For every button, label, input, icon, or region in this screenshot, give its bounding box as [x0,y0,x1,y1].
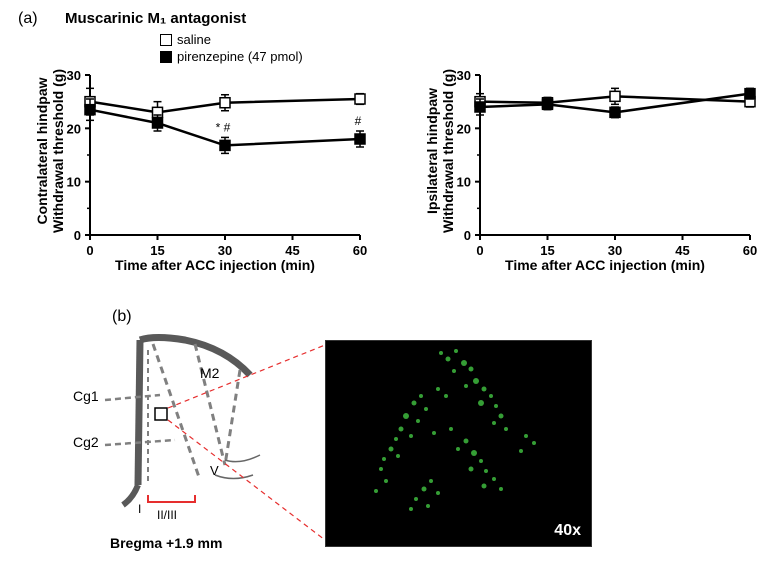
panel-a-title: Muscarinic M₁ antagonist [65,10,246,27]
chart-contralateral: Contralateral hindpaw Withdrawal thresho… [30,65,370,285]
label-ii-iii: II/III [157,508,177,522]
filled-square-icon [160,51,172,63]
label-cg2: Cg2 [73,434,99,450]
label-m2: M2 [200,365,219,381]
micrograph: 40x [325,340,592,547]
svg-text:15: 15 [150,243,164,258]
ylabel-left: Contralateral hindpaw Withdrawal thresho… [34,61,66,241]
svg-text:20: 20 [457,121,471,136]
svg-text:0: 0 [74,228,81,243]
panel-a-label: (a) [18,10,38,28]
open-square-icon [160,34,172,46]
svg-text:0: 0 [86,243,93,258]
xlabel-right: Time after ACC injection (min) [465,257,745,273]
svg-text:* #: * # [216,120,231,134]
svg-text:20: 20 [67,121,81,136]
chart-left-svg: 0 10 20 30 0 15 30 45 60 * # # [30,65,370,285]
svg-text:45: 45 [675,243,689,258]
label-cg1: Cg1 [73,388,99,404]
svg-text:30: 30 [218,243,232,258]
svg-text:45: 45 [285,243,299,258]
svg-text:10: 10 [67,175,81,190]
svg-text:60: 60 [743,243,757,258]
label-bregma: Bregma +1.9 mm [110,535,222,551]
legend-saline: saline [160,32,303,47]
svg-text:0: 0 [476,243,483,258]
panel-b-label: (b) [112,308,132,326]
micrograph-svg [326,341,591,546]
svg-text:60: 60 [353,243,367,258]
label-i: I [138,502,141,516]
svg-text:30: 30 [457,68,471,83]
legend-pirenzepine-text: pirenzepine (47 pmol) [177,49,303,64]
svg-text:#: # [355,114,362,128]
svg-text:30: 30 [608,243,622,258]
label-v: V [210,463,219,478]
svg-text:15: 15 [540,243,554,258]
xlabel-left: Time after ACC injection (min) [75,257,355,273]
svg-text:30: 30 [67,68,81,83]
chart-ipsilateral: Ipsilateral hindpaw Withdrawal threshold… [420,65,760,285]
legend: saline pirenzepine (47 pmol) [160,32,303,66]
svg-text:10: 10 [457,175,471,190]
chart-right-svg: 0 10 20 30 0 15 30 45 60 [420,65,760,285]
svg-text:0: 0 [464,228,471,243]
legend-pirenzepine: pirenzepine (47 pmol) [160,49,303,64]
ylabel-right: Ipsilateral hindpaw Withdrawal threshold… [424,61,456,241]
magnification-text: 40x [554,522,581,540]
panel-b-diagram: M2 Cg1 Cg2 I II/III V Bregma +1.9 mm [65,330,285,560]
legend-saline-text: saline [177,32,211,47]
